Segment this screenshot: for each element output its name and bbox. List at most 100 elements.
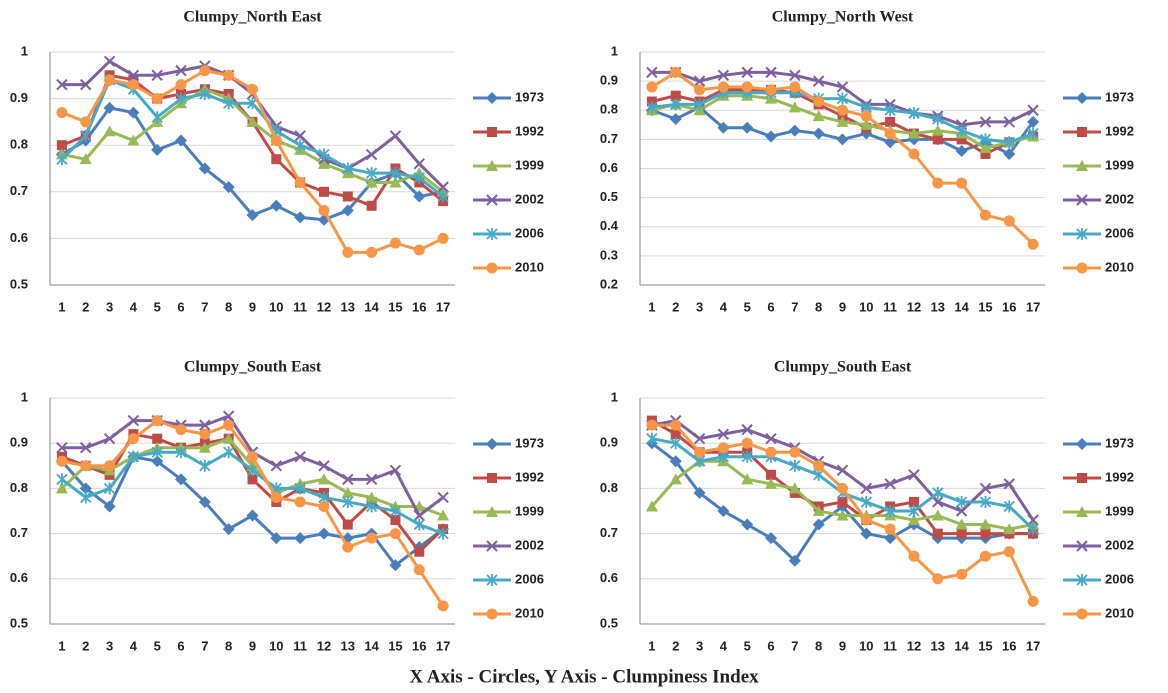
x-tick-label: 10 [859, 638, 873, 653]
marker [1027, 523, 1039, 536]
marker [932, 528, 943, 539]
marker [103, 432, 116, 445]
x-tick-label: 7 [791, 638, 798, 653]
y-tick-label: 0.9 [10, 90, 28, 105]
marker [956, 134, 967, 145]
x-tick-label: 6 [177, 299, 184, 314]
marker [199, 428, 211, 440]
legend-marker [1076, 506, 1088, 517]
marker [1027, 104, 1039, 116]
marker [979, 482, 992, 495]
chart-title: Clumpy_South East [184, 359, 322, 376]
legend-marker [1076, 608, 1088, 620]
marker [956, 177, 968, 189]
x-tick-label: 3 [106, 638, 113, 653]
marker [717, 505, 730, 517]
y-tick-label: 0.7 [600, 525, 618, 540]
marker [1003, 147, 1016, 160]
x-tick-label: 5 [154, 299, 161, 314]
legend-marker [1076, 574, 1088, 586]
marker [956, 568, 968, 580]
x-tick-label: 7 [791, 299, 798, 314]
marker [669, 455, 682, 468]
marker [127, 450, 140, 463]
x-tick-label: 16 [412, 299, 426, 314]
marker [127, 433, 139, 445]
marker [1027, 127, 1039, 140]
marker [1027, 238, 1039, 250]
marker [812, 75, 825, 87]
marker [56, 455, 68, 467]
legend-marker [1076, 160, 1088, 171]
marker [956, 528, 967, 539]
marker [908, 505, 920, 517]
x-tick-label: 6 [177, 638, 184, 653]
marker [437, 527, 449, 540]
legend-label: 2010 [515, 605, 544, 620]
marker [80, 442, 92, 454]
legend-marker [486, 160, 498, 171]
marker [741, 66, 753, 79]
marker [198, 162, 211, 175]
x-tick-label: 12 [907, 638, 921, 653]
marker [908, 496, 919, 507]
marker [79, 153, 92, 165]
marker [955, 505, 968, 517]
marker [646, 81, 658, 93]
marker [884, 532, 897, 545]
marker [223, 419, 235, 431]
marker [694, 446, 706, 458]
marker [979, 209, 991, 221]
marker [741, 473, 754, 485]
x-tick-label: 5 [744, 299, 751, 314]
marker [836, 509, 849, 521]
marker [389, 464, 402, 477]
marker [222, 410, 235, 422]
marker [318, 186, 329, 197]
legend-label: 1999 [1105, 503, 1134, 518]
marker [342, 519, 353, 530]
marker [175, 446, 187, 459]
y-tick-label: 1 [611, 389, 618, 404]
marker [294, 532, 307, 545]
marker [908, 148, 920, 160]
marker [932, 112, 944, 125]
y-tick-label: 1 [21, 43, 28, 58]
marker [413, 158, 425, 170]
marker [151, 446, 163, 459]
y-tick-label: 1 [21, 389, 28, 404]
y-tick-label: 0.8 [10, 137, 28, 152]
marker [294, 496, 306, 508]
marker [414, 546, 425, 557]
marker [1003, 478, 1015, 490]
y-tick-label: 1 [611, 43, 618, 58]
marker [127, 69, 140, 82]
marker [693, 98, 706, 111]
marker [789, 459, 801, 472]
x-tick-label: 4 [720, 638, 728, 653]
marker [199, 459, 211, 472]
legend-label: 2006 [1105, 225, 1134, 240]
marker [955, 495, 968, 508]
marker [342, 473, 354, 486]
x-tick-label: 14 [364, 299, 379, 314]
y-tick-label: 0.7 [600, 131, 618, 146]
marker [1027, 115, 1040, 128]
marker [670, 66, 682, 78]
marker [318, 460, 330, 472]
marker [294, 451, 306, 463]
legend-label: 2006 [1105, 571, 1134, 586]
marker [860, 495, 872, 508]
x-tick-label: 14 [954, 299, 969, 314]
y-tick-label: 0.6 [600, 160, 618, 175]
marker [389, 505, 402, 517]
legend-label: 1992 [1105, 123, 1134, 138]
marker [390, 515, 401, 526]
legend-label: 2002 [515, 537, 544, 552]
marker [389, 528, 401, 540]
marker [812, 505, 825, 516]
marker [56, 78, 68, 91]
legend-label: 1973 [1105, 435, 1134, 450]
legend-label: 1999 [515, 157, 544, 172]
